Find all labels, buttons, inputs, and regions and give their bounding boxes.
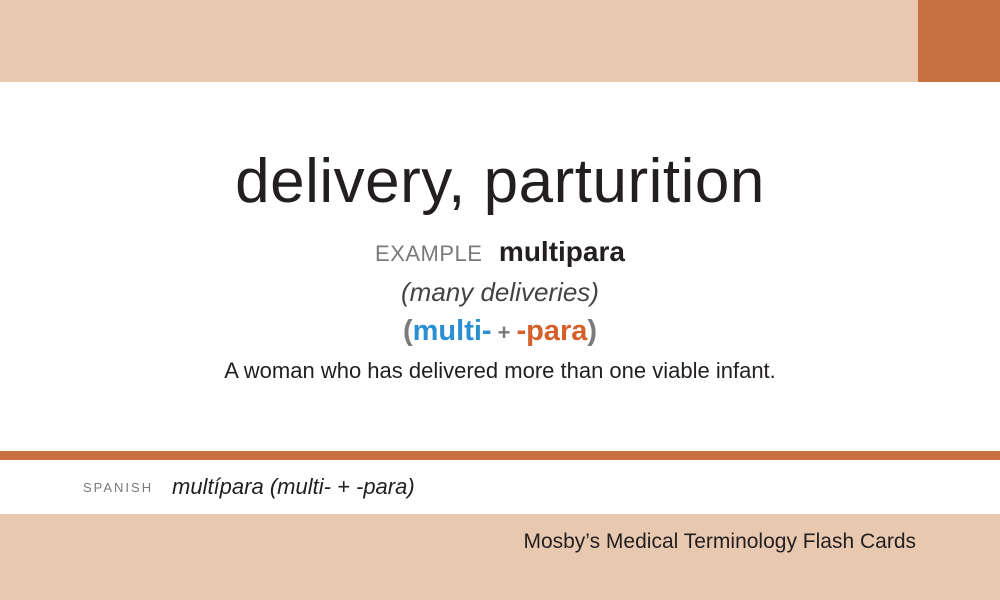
example-word: multipara [499, 236, 625, 267]
definition-text: A woman who has delivered more than one … [0, 353, 1000, 389]
example-line: EXAMPLE multipara [0, 232, 1000, 277]
bottom-band: Mosby’s Medical Terminology Flash Cards [0, 514, 1000, 600]
example-label: EXAMPLE [375, 241, 482, 266]
spanish-row: SPANISH multípara (multi- + -para) [0, 460, 1000, 514]
prefix-part: multi- [413, 315, 492, 347]
term-heading: delivery, parturition [0, 142, 1000, 222]
spanish-label: SPANISH [83, 476, 153, 500]
example-meaning: (many deliveries) [0, 272, 1000, 312]
plus-sign: + [498, 320, 511, 345]
open-paren: ( [403, 315, 413, 347]
corner-tab [918, 0, 1000, 82]
divider-rule [0, 451, 1000, 460]
top-band [0, 0, 1000, 82]
suffix-part: -para [516, 315, 587, 347]
word-parts: (multi- + -para) [0, 311, 1000, 353]
close-paren: ) [587, 315, 597, 347]
footer-title: Mosby’s Medical Terminology Flash Cards [523, 526, 916, 558]
spanish-translation: multípara (multi- + -para) [172, 473, 415, 501]
